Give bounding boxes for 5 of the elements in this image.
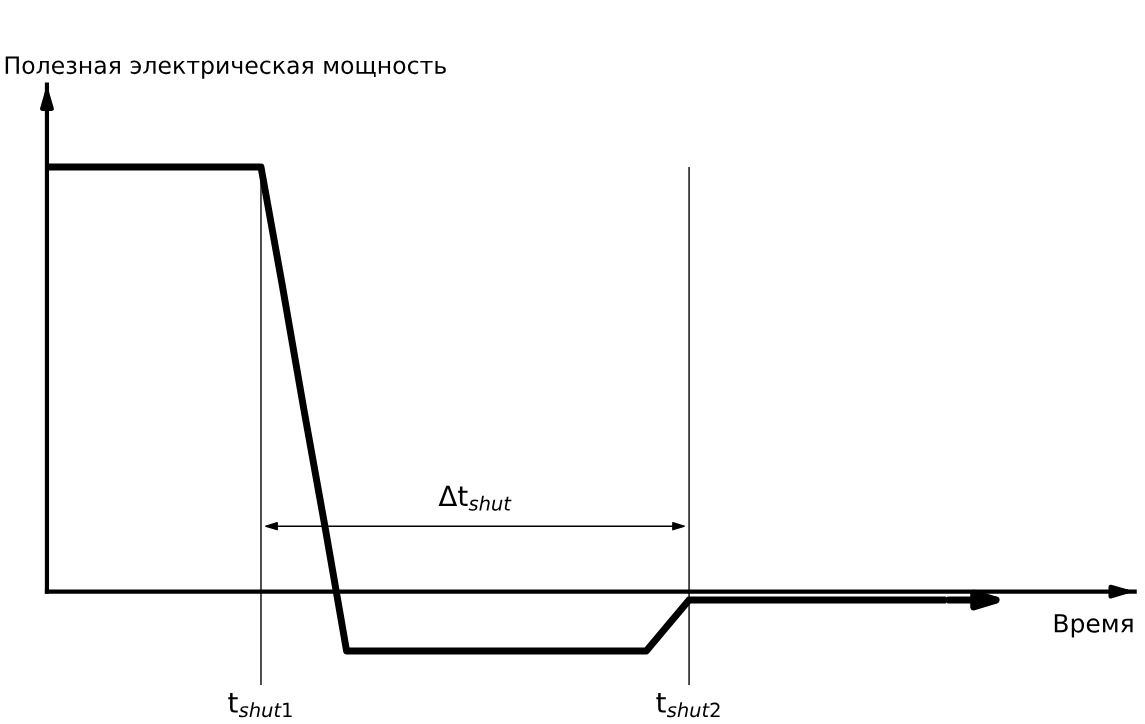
x-axis-title: Время (1054, 614, 1133, 638)
y-axis-title: Полезная электрическая мощность (5, 56, 446, 79)
x-tick-label: t$_{shut2}$ (656, 692, 720, 718)
annotation: Δt$_{shut}$ (438, 485, 512, 511)
x-tick-label: t$_{shut1}$ (228, 692, 292, 718)
